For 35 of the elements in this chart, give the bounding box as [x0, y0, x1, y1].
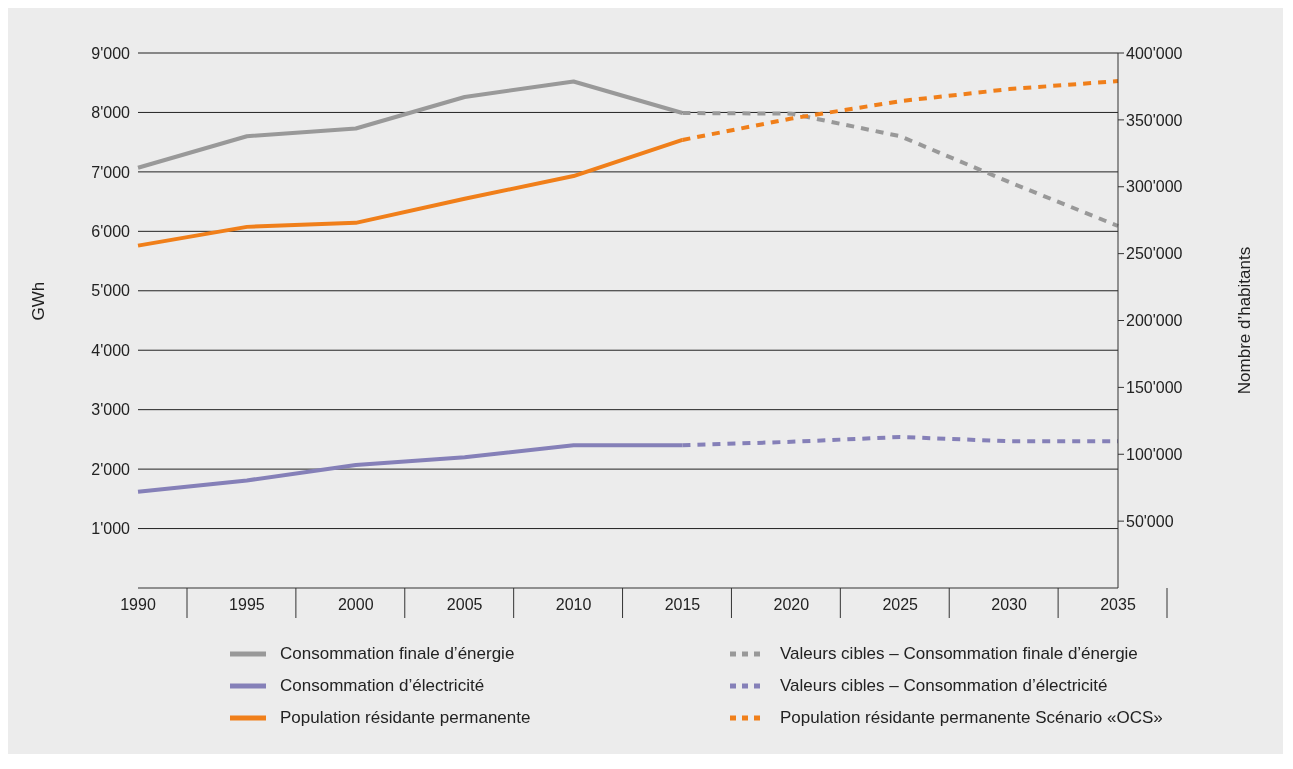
x-tick-label: 2030	[991, 596, 1028, 613]
y-tick-label: 2'000	[91, 460, 131, 478]
y2-tick-label: 400'000	[1126, 44, 1183, 62]
x-tick-label: 2015	[664, 596, 701, 613]
x-tick-label: 2010	[555, 596, 592, 613]
legend-label: Population résidante permanente Scénario «OCS»	[780, 708, 1163, 728]
y-tick-label: 4'000	[91, 341, 131, 359]
y2-tick-label: 150'000	[1126, 379, 1183, 397]
legend-label: Consommation finale d’énergie	[280, 644, 515, 664]
y2-tick-label: 350'000	[1126, 111, 1183, 129]
y2-tick-label: 200'000	[1126, 312, 1183, 330]
x-tick-label: 1990	[120, 596, 156, 613]
y-tick-label: 7'000	[91, 163, 131, 181]
legend-label: Consommation d’électricité	[280, 676, 485, 696]
y-tick-label: 5'000	[91, 282, 131, 300]
x-tick-label: 1995	[229, 596, 265, 613]
y2-axis-title: Nombre d’habitants	[1235, 246, 1255, 395]
y2-tick-label: 300'000	[1126, 178, 1183, 196]
y2-tick-label: 100'000	[1126, 445, 1183, 463]
x-tick-label: 2020	[773, 596, 810, 613]
legend-label: Valeurs cibles – Consommation finale d’énergie	[780, 644, 1138, 664]
legend-label: Valeurs cibles – Consommation d’électricité	[780, 676, 1108, 696]
x-tick-label: 2035	[1100, 596, 1136, 613]
x-tick-label: 2005	[446, 596, 483, 613]
y-tick-label: 3'000	[91, 401, 131, 419]
y-tick-label: 6'000	[91, 223, 131, 241]
y-tick-label: 1'000	[91, 520, 131, 538]
y2-tick-label: 50'000	[1126, 512, 1174, 530]
legend-label: Population résidante permanente	[280, 708, 531, 728]
y-tick-label: 9'000	[91, 44, 131, 62]
y-axis-title: GWh	[29, 281, 49, 321]
y-tick-label: 8'000	[91, 104, 131, 122]
y2-tick-label: 250'000	[1126, 245, 1183, 263]
x-tick-label: 2025	[882, 596, 919, 613]
x-tick-label: 2000	[337, 596, 374, 613]
